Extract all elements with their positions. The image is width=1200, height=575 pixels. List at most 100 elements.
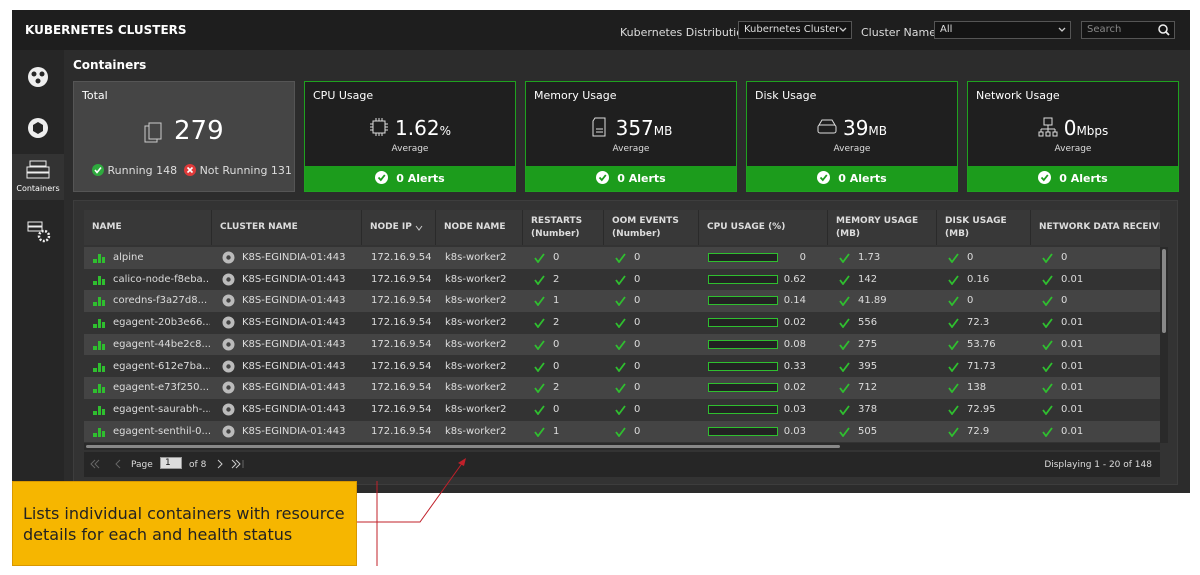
cluster-name: K8S-EGINDIA-01:443 [242,360,346,372]
check-icon [839,383,850,394]
metric-unit: Mbps [1076,124,1109,138]
check-icon [839,296,850,307]
nav-icon [28,67,48,87]
check-icon [948,405,959,415]
cluster-name: K8S-EGINDIA-01:443 [242,252,346,263]
metric-value: 39MB [747,116,957,140]
metric-number: 357 [615,116,654,140]
alert-strip: 0 Alerts [968,166,1178,191]
metric-number: 39 [842,116,869,140]
metric-cell: 142 [858,273,878,285]
container-icon [93,405,105,415]
k8s-icon [222,273,235,286]
metric-cell: 0 [634,403,641,415]
metric-value: 357MB [526,116,736,140]
check-icon [615,427,626,437]
h-scroll-thumb[interactable] [86,445,840,448]
header-bar: KUBERNETES CLUSTERS Kubernetes Distribut… [12,10,1190,50]
check-icon [948,427,959,437]
search-icon [1158,24,1170,36]
alert-strip: 0 Alerts [747,166,957,191]
metric-cell: 0.16 [967,273,990,285]
nav-clusters[interactable] [12,52,64,102]
metric-icon [1038,117,1058,137]
container-status-icon [93,319,105,329]
nav-icon [28,118,48,138]
cpu-usage: 0.03 [783,403,806,415]
disk-top [818,119,836,126]
pager-prev-buttons[interactable] [90,459,130,469]
nav-containers[interactable]: Containers [12,154,64,200]
k8s-hub [226,298,231,304]
metric-cell: 0 [634,252,641,263]
check-icon [615,253,626,263]
metric-cell: 0 [634,338,641,350]
card-label: Memory Usage [534,89,617,102]
column-header: OOM EVENTS (Number) [604,210,699,245]
check-icon [615,275,626,285]
check-icon [1042,296,1053,307]
metric-icon [592,117,606,137]
node-name: k8s-worker2 [445,425,507,437]
check-mark [534,361,545,372]
page-total: of 8 [189,460,206,470]
container-icon [93,384,105,394]
check-icon [948,340,959,350]
total-card: Total 279 Running 148 Not Running 131 [73,81,295,192]
check-icon [948,296,959,307]
check-mark [948,296,959,307]
sort-arrow [415,225,423,231]
nav-nodes[interactable] [12,103,64,153]
header-title: KUBERNETES CLUSTERS [25,23,187,37]
k8s-icon [222,425,235,438]
cluster-select[interactable]: All [934,21,1071,39]
check-mark [839,427,850,437]
chip [372,120,386,134]
cpu-bar [708,274,778,284]
cpu-bar [708,361,778,371]
metric-card: Disk Usage 39MB Average 0 Alerts [746,81,958,192]
cluster-name: K8S-EGINDIA-01:443 [242,425,346,437]
search-box[interactable]: Search [1081,21,1175,39]
v-scroll-thumb[interactable] [1162,249,1166,333]
pager-next-buttons[interactable] [216,459,252,469]
check-icon [534,275,545,285]
node-name: k8s-worker2 [445,403,507,415]
check-mark [839,405,850,415]
pager-status: Displaying 1 - 20 of 148 [1044,460,1152,470]
check-icon [948,383,959,394]
page-input[interactable]: 1 [160,457,182,469]
check-mark [615,253,626,263]
column-header: NETWORK DATA RECEIVED (K [1031,210,1160,245]
container-status-icon [93,254,105,263]
column-header: NODE IP [362,210,436,245]
metric-cell: 0 [634,360,641,372]
metric-cell: 0 [634,317,641,329]
check-mark [948,318,959,329]
nav-icon [27,221,51,243]
nav-settings[interactable] [12,206,64,256]
metric-cell: 71.73 [967,360,996,372]
check-icon [615,383,626,394]
ok-circle [596,171,610,184]
metric-cell: 275 [858,338,878,350]
metric-icon [370,118,389,136]
cpu-usage: 0.03 [783,425,806,437]
check-icon [1042,318,1053,329]
card-label: Total [82,89,108,102]
check-mark [534,340,545,350]
metric-cell: 395 [858,360,878,372]
container-icon [93,275,105,285]
distribution-select[interactable]: Kubernetes Cluster [738,21,852,39]
container-status-icon [93,362,105,372]
container-status-icon [93,275,105,285]
cluster-name: K8S-EGINDIA-01:443 [242,338,346,350]
check-icon [839,361,850,372]
node-ip: 172.16.9.54 [371,338,432,350]
k8s-icon [222,403,235,416]
table-row: egagent-senthil-0... K8S-EGINDIA-01:443 17… [84,420,1160,443]
table-row: alpine K8S-EGINDIA-01:443 172.16.9.54 k8s-w… [84,247,1160,269]
check-mark [615,427,626,437]
check-mark [1042,253,1053,263]
alert-ok-icon [596,171,610,184]
